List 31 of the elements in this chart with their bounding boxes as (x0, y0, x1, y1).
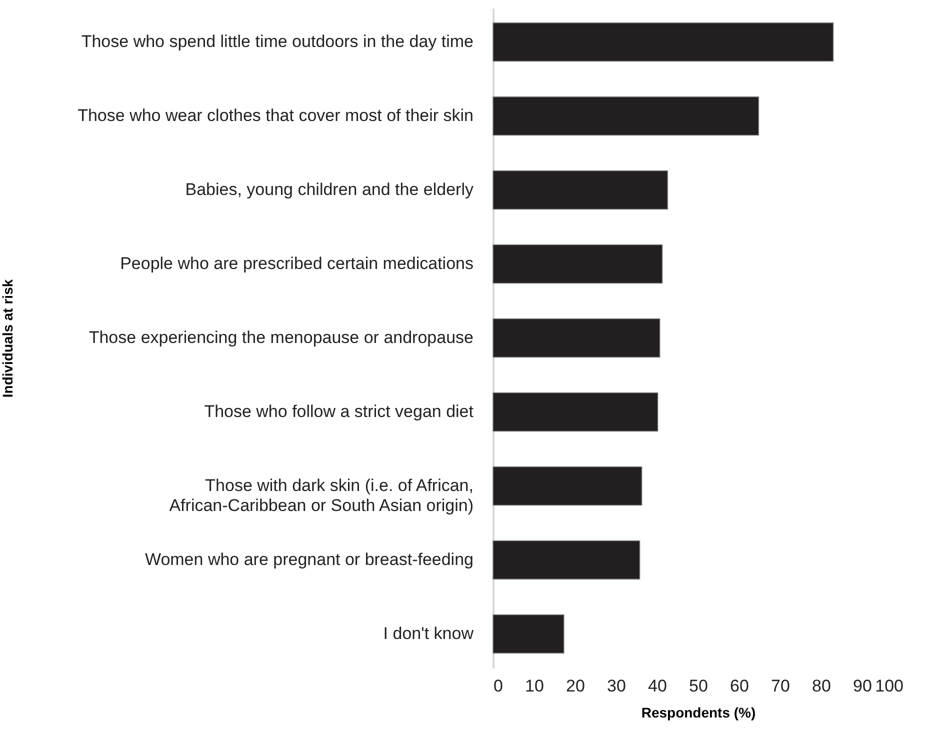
y-tick-label: People who are prescribed certain medications (120, 254, 474, 274)
bar (492, 614, 564, 654)
bar (492, 96, 760, 136)
x-tick-label: 0 (494, 676, 503, 696)
bar (492, 22, 834, 62)
bar (492, 170, 668, 210)
x-tick-label: 80 (812, 676, 831, 696)
x-tick-label: 100 (875, 676, 904, 696)
y-tick-label: Those who wear clothes that cover most of their skin (78, 106, 474, 126)
bar (492, 244, 663, 284)
bar (492, 540, 640, 580)
y-axis-title: Individuals at risk (0, 279, 16, 398)
y-tick-label: Those who spend little time outdoors in the day time (81, 32, 474, 52)
y-tick-label: Women who are pregnant or breast-feeding (144, 550, 474, 569)
bar (492, 318, 660, 358)
bar (492, 466, 642, 506)
y-tick-label: Those who follow a strict vegan diet (204, 402, 474, 421)
y-tick-label: Those experiencing the menopause or andropause (88, 328, 474, 347)
bar (492, 392, 658, 432)
x-tick-label: 40 (648, 676, 667, 696)
x-axis-title: Respondents (%) (641, 704, 756, 720)
x-tick-label: 20 (566, 676, 585, 696)
x-tick-label: 10 (525, 676, 544, 696)
x-tick-label: 30 (607, 676, 626, 696)
x-tick-label: 90 (853, 676, 872, 696)
x-tick-label: 70 (771, 676, 790, 696)
y-tick-label: Those with dark skin (i.e. of African, African-Caribbean or South Asian origin) (169, 476, 474, 515)
y-tick-label: I don't know (383, 624, 474, 643)
x-tick-label: 50 (689, 676, 708, 696)
y-tick-label: Babies, young children and the elderly (185, 180, 474, 200)
x-tick-label: 60 (730, 676, 749, 696)
